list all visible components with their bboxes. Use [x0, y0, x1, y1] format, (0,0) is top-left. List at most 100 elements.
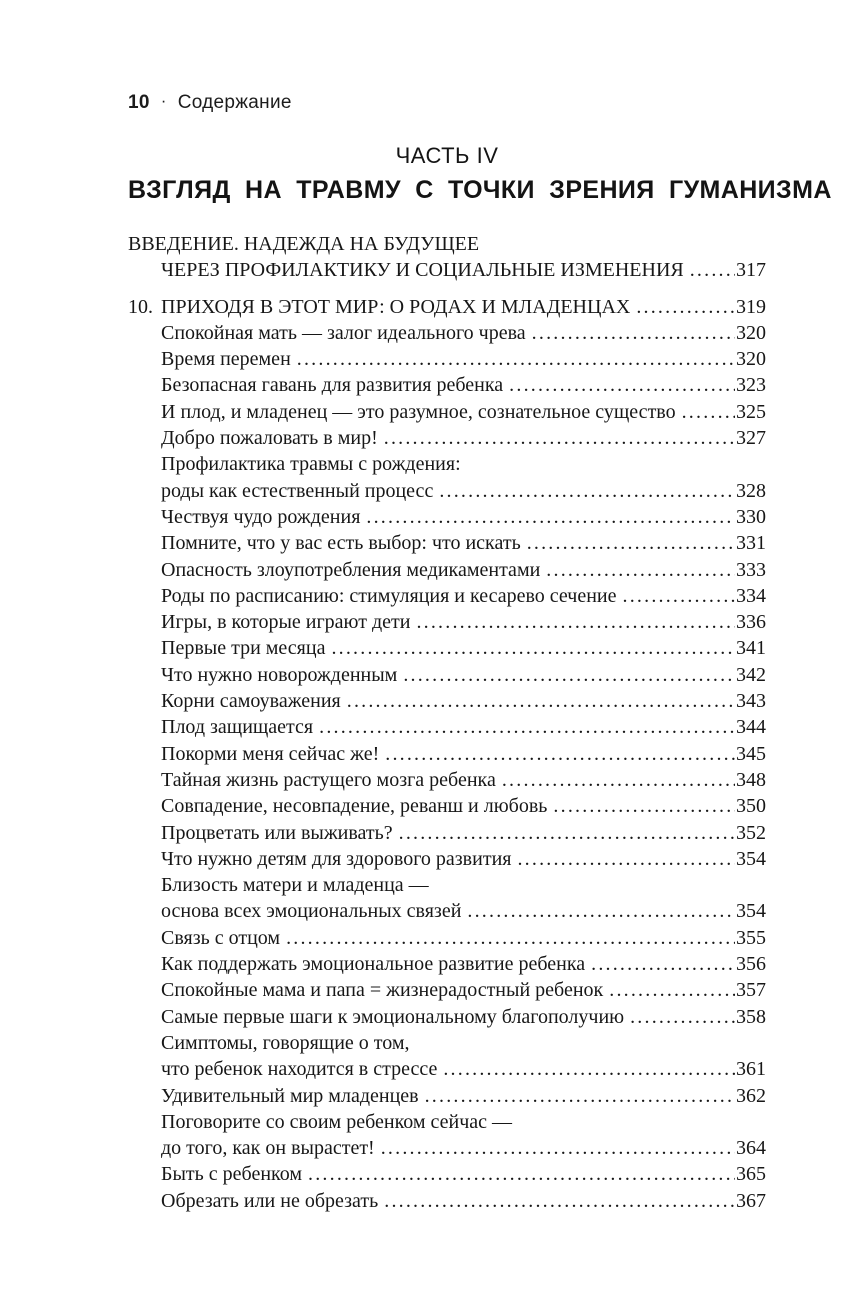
toc-entry-page: 319: [736, 295, 766, 318]
toc-entry-page: 355: [736, 926, 766, 949]
toc-dot-leader: [385, 741, 735, 767]
toc-entry-title: И плод, и младенец — это разумное, созна…: [161, 400, 676, 423]
toc-entry: Покорми меня сейчас же! 345: [128, 741, 766, 767]
toc-entry: Удивительный мир младенцев 362: [128, 1083, 766, 1109]
toc-dot-leader: [347, 688, 735, 714]
toc-dot-leader: [527, 530, 735, 556]
toc-entry-page: 354: [736, 847, 766, 870]
toc-entry: Процветать или выживать? 352: [128, 820, 766, 846]
toc-dot-leader: [636, 294, 735, 320]
toc-entry-page: 328: [736, 479, 766, 502]
toc-entry-title: Покорми меня сейчас же!: [161, 742, 380, 765]
toc-entry: Обрезать или не обрезать 367: [128, 1188, 766, 1214]
toc-entry-title: Спокойные мама и папа = жизнерадостный р…: [161, 979, 604, 1002]
toc-entry-title: Роды по расписанию: стимуляция и кесарев…: [161, 584, 617, 607]
toc-entry-title: Время перемен: [161, 348, 291, 371]
toc-entry-page: 343: [736, 690, 766, 713]
toc-dot-leader: [630, 1004, 735, 1030]
toc-entry-title: основа всех эмоциональных связей: [161, 900, 462, 923]
toc-entry-title: Корни самоуважения: [161, 690, 341, 713]
toc-dot-leader: [682, 399, 735, 425]
toc-entry-title: Как поддержать эмоциональное развитие ре…: [161, 953, 586, 976]
toc-dot-leader: [319, 714, 735, 740]
toc-entry-page: 327: [736, 427, 766, 450]
toc-entry-title: Обрезать или не обрезать: [161, 1189, 379, 1212]
toc-entry-title: Связь с отцом: [161, 926, 281, 949]
toc-entry-title: Процветать или выживать?: [161, 821, 393, 844]
toc-entry-page: 345: [736, 742, 766, 765]
toc-entry-title: Быть с ребенком: [161, 1163, 303, 1186]
toc-entry: Поговорите со своим ребенком сейчас —: [128, 1109, 766, 1135]
toc-entry: до того, как он вырастет! 364: [128, 1135, 766, 1161]
toc-entry-page: 334: [736, 584, 766, 607]
toc-dot-leader: [425, 1083, 735, 1109]
toc-entry: Близость матери и младенца —: [128, 872, 766, 898]
toc-entry: И плод, и младенец — это разумное, созна…: [128, 399, 766, 425]
toc-entry: Первые три месяца 341: [128, 635, 766, 661]
toc-entry: Роды по расписанию: стимуляция и кесарев…: [128, 583, 766, 609]
toc-entry-title: ЧЕРЕЗ ПРОФИЛАКТИКУ И СОЦИАЛЬНЫЕ ИЗМЕНЕНИ…: [161, 259, 684, 282]
toc-entry: Самые первые шаги к эмоциональному благо…: [128, 1004, 766, 1030]
toc-dot-leader: [532, 320, 735, 346]
toc-dot-leader: [416, 609, 735, 635]
toc-entry-title: Совпадение, несовпадение, реванш и любов…: [161, 795, 548, 818]
toc-entry-page: 325: [736, 400, 766, 423]
toc-entry-title: Близость матери и младенца —: [161, 874, 429, 897]
toc-entry: Совпадение, несовпадение, реванш и любов…: [128, 793, 766, 819]
running-header: 10 · Содержание: [128, 91, 292, 114]
toc-entry-title: Спокойная мать — залог идеального чрева: [161, 321, 526, 344]
toc-list: ВВЕДЕНИЕ. НАДЕЖДА НА БУДУЩЕЕ ЧЕРЕЗ ПРОФИ…: [128, 231, 766, 1214]
toc-entry-title: роды как естественный процесс: [161, 479, 434, 502]
toc-entry-title: Профилактика травмы с рождения:: [161, 453, 461, 476]
header-section-title: Содержание: [177, 92, 292, 113]
toc-entry-page: 344: [736, 716, 766, 739]
toc-entry: Помните, что у вас есть выбор: что искат…: [128, 530, 766, 556]
toc-entry-page: 367: [736, 1189, 766, 1212]
toc-entry-title: что ребенок находится в стрессе: [161, 1058, 438, 1081]
toc-entry-number: 10.: [128, 295, 153, 318]
toc-entry-title: Игры, в которые играют дети: [161, 611, 411, 634]
header-separator-dot: ·: [160, 91, 167, 110]
toc-entry: 10. ПРИХОДЯ В ЭТОТ МИР: О РОДАХ И МЛАДЕН…: [128, 294, 766, 320]
toc-dot-leader: [443, 1056, 735, 1082]
toc-entry-page: 336: [736, 611, 766, 634]
toc-dot-leader: [297, 346, 735, 372]
toc-dot-leader: [439, 478, 735, 504]
toc-dot-leader: [546, 557, 735, 583]
toc-dot-leader: [399, 820, 735, 846]
toc-entry-title: Опасность злоупотребления медикаментами: [161, 558, 541, 581]
part-label: ЧАСТЬ IV: [395, 143, 499, 168]
toc-entry-title: Плод защищается: [161, 716, 314, 739]
toc-entry: Тайная жизнь растущего мозга ребенка 348: [128, 767, 766, 793]
toc-entry-title: Что нужно новорожденным: [161, 663, 398, 686]
toc-entry-page: 356: [736, 953, 766, 976]
toc-entry: Время перемен 320: [128, 346, 766, 372]
toc-entry-title: Самые первые шаги к эмоциональному благо…: [161, 1005, 625, 1028]
part-title: ВЗГЛЯД НА ТРАВМУ С ТОЧКИ ЗРЕНИЯ ГУМАНИЗМ…: [128, 176, 832, 204]
toc-entry-page: 331: [736, 532, 766, 555]
toc-entry-page: 320: [736, 321, 766, 344]
toc-entry: Спокойные мама и папа = жизнерадостный р…: [128, 977, 766, 1003]
toc-dot-leader: [384, 1188, 735, 1214]
toc-entry-title: Добро пожаловать в мир!: [161, 427, 378, 450]
toc-entry: Что нужно новорожденным 342: [128, 662, 766, 688]
toc-dot-leader: [331, 635, 735, 661]
toc-entry: Спокойная мать — залог идеального чрева …: [128, 320, 766, 346]
toc-entry-page: 364: [736, 1137, 766, 1160]
toc-dot-leader: [366, 504, 735, 530]
toc-entry: Корни самоуважения 343: [128, 688, 766, 714]
toc-entry: основа всех эмоциональных связей 354: [128, 898, 766, 924]
toc-entry: Симптомы, говорящие о том,: [128, 1030, 766, 1056]
toc-entry: ЧЕРЕЗ ПРОФИЛАКТИКУ И СОЦИАЛЬНЫЕ ИЗМЕНЕНИ…: [128, 257, 766, 283]
toc-entry-title: Безопасная гавань для развития ребенка: [161, 374, 504, 397]
toc-entry: Добро пожаловать в мир! 327: [128, 425, 766, 451]
toc-entry-title: Первые три месяца: [161, 637, 326, 660]
toc-entry-page: 361: [736, 1058, 766, 1081]
toc-dot-leader: [623, 583, 735, 609]
toc-dot-leader: [591, 951, 735, 977]
toc-entry: Быть с ребенком 365: [128, 1161, 766, 1187]
toc-entry-title: Симптомы, говорящие о том,: [161, 1031, 410, 1054]
toc-dot-leader: [517, 846, 735, 872]
toc-dot-leader: [509, 372, 735, 398]
